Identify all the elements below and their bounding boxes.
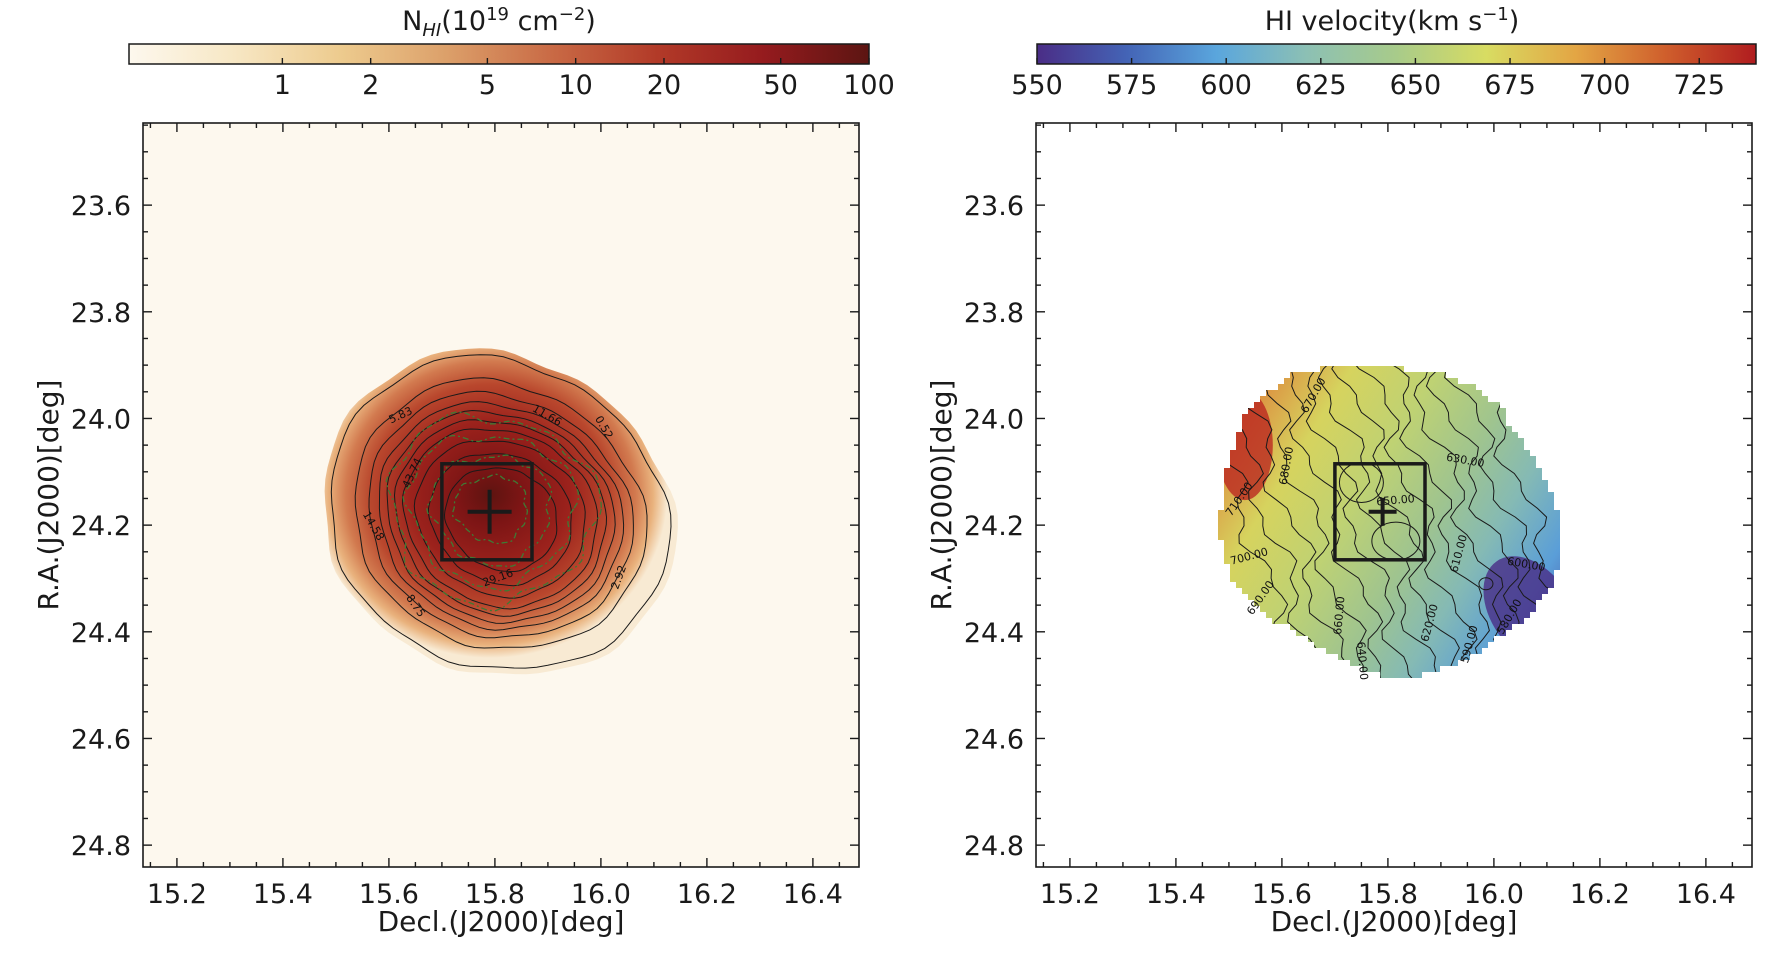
colorbar-velocity-tick-label: 625 <box>1295 70 1347 101</box>
nhi-ylabel: R.A.(J2000)[deg] <box>32 380 65 611</box>
x-tick-label: 15.8 <box>465 879 525 910</box>
nhi-box <box>440 462 534 562</box>
velocity-contour-line <box>1289 366 1429 678</box>
x-tick-label: 15.2 <box>147 879 207 910</box>
velocity-box <box>1333 462 1427 562</box>
nhi-contour-line <box>368 390 634 639</box>
x-tick-label: 15.6 <box>1252 879 1312 910</box>
y-tick-label: 23.6 <box>71 191 131 222</box>
x-tick-label: 16.2 <box>677 879 737 910</box>
velocity-contour-line <box>1331 366 1460 678</box>
colorbar-velocity-tick-label: 675 <box>1484 70 1536 101</box>
colorbar-nhi-title: NHI(1019 cm−2) <box>402 4 596 41</box>
y-tick-label: 23.8 <box>71 298 131 329</box>
y-tick-label: 23.8 <box>964 298 1024 329</box>
optical-overlay-contours <box>385 411 603 612</box>
panel-nhi-frame <box>142 122 860 868</box>
colorbar-velocity-tick-label: 550 <box>1011 70 1063 101</box>
colorbar-nhi-tick-label: 2 <box>362 70 379 101</box>
velocity-contour-line <box>1218 366 1341 678</box>
x-tick-label: 15.6 <box>359 879 419 910</box>
velocity-contour-label: 650.00 <box>1376 492 1415 508</box>
colorbar-nhi-tick-label: 10 <box>559 70 593 101</box>
velocity-contour-loop <box>1478 577 1494 591</box>
colorbar-nhi-bar <box>128 43 870 65</box>
velocity-contour-line <box>1376 366 1502 678</box>
y-tick-label: 24.8 <box>964 831 1024 862</box>
x-tick-label: 15.4 <box>1146 879 1206 910</box>
y-tick-label: 24.8 <box>71 831 131 862</box>
nhi-contour-line <box>386 409 616 624</box>
optical-contour-line <box>426 454 553 567</box>
nhi-contour-line <box>443 467 558 572</box>
velocity-contour-line <box>1237 366 1367 678</box>
nhi-contour-line <box>354 377 648 649</box>
optical-contour-line <box>385 411 603 612</box>
velocity-ylabel: R.A.(J2000)[deg] <box>925 380 958 611</box>
x-tick-label: 16.2 <box>1570 879 1630 910</box>
y-tick-label: 23.6 <box>964 191 1024 222</box>
colorbar-nhi-tick-label: 1 <box>274 70 291 101</box>
panel-velocity-frame <box>1035 122 1753 868</box>
nhi-contours <box>330 354 672 669</box>
colorbar-velocity: HI velocity(km s−1) 550 575 600 625 650 675 70… <box>1011 4 1757 101</box>
velocity-contour-line <box>1404 366 1533 678</box>
x-tick-label: 15.8 <box>1358 879 1418 910</box>
velocity-xlabel: Decl.(J2000)[deg] <box>1271 905 1518 938</box>
x-tick-label: 16.4 <box>783 879 843 910</box>
x-tick-label: 15.4 <box>253 879 313 910</box>
nhi-cross-marker <box>467 489 512 534</box>
nhi-contour-line <box>413 440 586 599</box>
y-tick-label: 24.0 <box>964 404 1024 435</box>
colorbar-nhi-tick-label: 20 <box>647 70 681 101</box>
colorbar-velocity-tick-label: 700 <box>1579 70 1631 101</box>
colorbar-nhi-tick-label: 5 <box>479 70 496 101</box>
colorbar-velocity-tick-label: 575 <box>1106 70 1158 101</box>
y-tick-label: 24.2 <box>71 511 131 542</box>
velocity-contour-label: 660.00 <box>1331 596 1347 635</box>
panel-velocity-map: 710.00700.00690.00680.00670.00660.00650.… <box>925 122 1753 938</box>
x-tick-label: 16.4 <box>1676 879 1736 910</box>
velocity-contour-line <box>1257 366 1392 678</box>
x-tick-label: 16.0 <box>1464 879 1524 910</box>
colorbar-velocity-tick-label: 600 <box>1200 70 1252 101</box>
colorbar-velocity-tick-label: 725 <box>1673 70 1725 101</box>
y-tick-label: 24.4 <box>71 618 131 649</box>
nhi-contour-line <box>401 428 599 610</box>
y-tick-label: 24.2 <box>964 511 1024 542</box>
colorbar-velocity-tick-label: 650 <box>1390 70 1442 101</box>
colorbar-nhi-tick-label: 100 <box>843 70 895 101</box>
x-tick-label: 16.0 <box>571 879 631 910</box>
velocity-contour-line <box>1317 366 1449 678</box>
y-tick-label: 24.0 <box>71 404 131 435</box>
y-tick-label: 24.6 <box>964 724 1024 755</box>
colorbar-nhi: NHI(1019 cm−2) 1 2 5 10 20 50 100 <box>128 4 895 101</box>
optical-contour-line <box>451 473 529 545</box>
velocity-cross-marker <box>1368 497 1397 526</box>
colorbar-velocity-title: HI velocity(km s−1) <box>1265 4 1520 37</box>
nhi-xlabel: Decl.(J2000)[deg] <box>378 905 625 938</box>
colorbar-nhi-tick-label: 50 <box>764 70 798 101</box>
nhi-contour-line <box>330 354 672 669</box>
velocity-contour-label: 640.00 <box>1354 641 1370 680</box>
colorbar-velocity-bar <box>1036 43 1757 65</box>
nhi-contour-line <box>378 401 625 631</box>
y-tick-label: 24.6 <box>71 724 131 755</box>
x-tick-label: 15.2 <box>1040 879 1100 910</box>
y-tick-label: 24.4 <box>964 618 1024 649</box>
velocity-contour-line <box>1350 366 1478 678</box>
optical-contour-line <box>402 434 580 592</box>
